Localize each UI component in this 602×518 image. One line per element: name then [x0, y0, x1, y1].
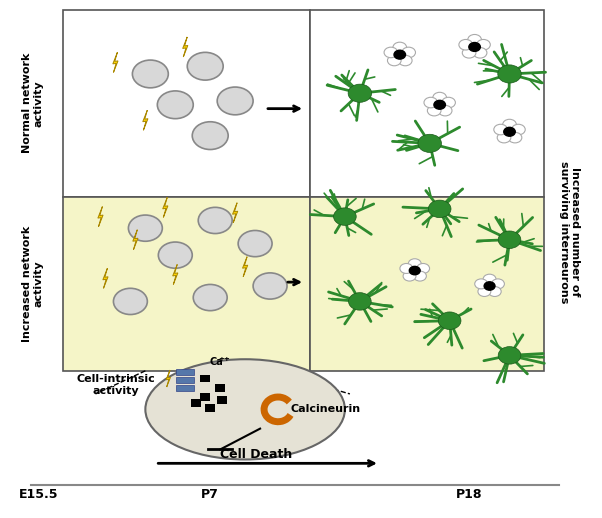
Circle shape [498, 231, 521, 249]
Circle shape [498, 65, 521, 83]
Circle shape [132, 60, 169, 88]
Bar [63, 197, 310, 371]
Bar [310, 197, 544, 371]
Text: Increased number of
surviving interneurons: Increased number of surviving interneuro… [559, 161, 580, 303]
Bar [310, 10, 544, 197]
Circle shape [238, 231, 272, 257]
Polygon shape [182, 37, 188, 57]
Circle shape [427, 105, 441, 116]
Circle shape [438, 312, 461, 329]
Bar [215, 384, 225, 392]
Circle shape [409, 266, 420, 275]
Circle shape [128, 215, 163, 241]
Circle shape [475, 279, 488, 289]
Circle shape [157, 91, 193, 119]
Polygon shape [133, 229, 138, 250]
Circle shape [113, 289, 147, 314]
Text: Cell Death: Cell Death [220, 448, 293, 461]
Circle shape [512, 124, 525, 135]
Circle shape [394, 50, 406, 59]
Circle shape [388, 55, 401, 66]
Circle shape [217, 87, 253, 115]
Polygon shape [232, 203, 238, 223]
Circle shape [411, 267, 419, 274]
Circle shape [334, 208, 356, 225]
Circle shape [192, 122, 228, 150]
Circle shape [498, 347, 521, 364]
Polygon shape [103, 268, 108, 289]
Circle shape [469, 42, 480, 51]
Text: P7: P7 [201, 488, 219, 501]
Polygon shape [113, 52, 118, 73]
Circle shape [484, 282, 495, 290]
Circle shape [417, 264, 430, 274]
Circle shape [503, 119, 517, 130]
Bar [200, 375, 210, 382]
Text: Ca: Ca [209, 356, 223, 367]
Circle shape [505, 128, 514, 135]
Circle shape [508, 132, 522, 143]
Circle shape [433, 92, 447, 103]
Circle shape [396, 51, 405, 58]
Circle shape [187, 52, 223, 80]
Circle shape [470, 44, 479, 50]
Circle shape [418, 134, 441, 152]
Circle shape [349, 293, 371, 310]
Circle shape [253, 273, 287, 299]
Text: E15.5: E15.5 [19, 488, 58, 501]
Polygon shape [163, 197, 168, 218]
Circle shape [348, 84, 371, 102]
Text: Calcineurin: Calcineurin [290, 405, 360, 414]
Text: Normal network
activity: Normal network activity [22, 53, 43, 153]
Bar [63, 10, 310, 197]
Circle shape [393, 42, 406, 53]
Circle shape [497, 132, 511, 143]
Circle shape [462, 48, 476, 58]
Polygon shape [143, 110, 148, 130]
Circle shape [438, 105, 452, 116]
Text: P18: P18 [456, 488, 483, 501]
Bar [200, 393, 210, 401]
Circle shape [403, 271, 416, 281]
Polygon shape [243, 257, 248, 277]
Circle shape [400, 264, 413, 274]
Bar [176, 377, 194, 383]
Circle shape [478, 286, 491, 296]
Circle shape [442, 97, 455, 108]
Circle shape [488, 286, 501, 296]
Circle shape [504, 127, 515, 136]
Circle shape [485, 283, 494, 289]
Circle shape [193, 284, 227, 311]
Polygon shape [166, 370, 170, 387]
Circle shape [408, 259, 421, 269]
Circle shape [477, 39, 490, 50]
Circle shape [399, 55, 412, 66]
Circle shape [435, 102, 444, 108]
Bar [217, 396, 227, 404]
Circle shape [384, 47, 398, 57]
Circle shape [414, 271, 426, 281]
Bar [205, 404, 215, 412]
Bar [176, 369, 194, 376]
Polygon shape [98, 207, 103, 226]
Circle shape [494, 124, 507, 135]
Circle shape [483, 274, 496, 284]
Polygon shape [173, 264, 178, 284]
Circle shape [424, 97, 438, 108]
Circle shape [468, 35, 482, 45]
Circle shape [158, 242, 192, 268]
Text: Increased network
activity: Increased network activity [22, 225, 43, 342]
Bar [176, 385, 194, 391]
Circle shape [434, 100, 445, 109]
Circle shape [429, 200, 451, 218]
Text: ++: ++ [218, 356, 230, 362]
Circle shape [198, 207, 232, 234]
Bar [191, 399, 201, 407]
Ellipse shape [145, 359, 345, 459]
Text: Cell-intrinsic
activity: Cell-intrinsic activity [76, 375, 155, 396]
Circle shape [402, 47, 415, 57]
Circle shape [459, 39, 473, 50]
Circle shape [491, 279, 504, 289]
Circle shape [473, 48, 487, 58]
